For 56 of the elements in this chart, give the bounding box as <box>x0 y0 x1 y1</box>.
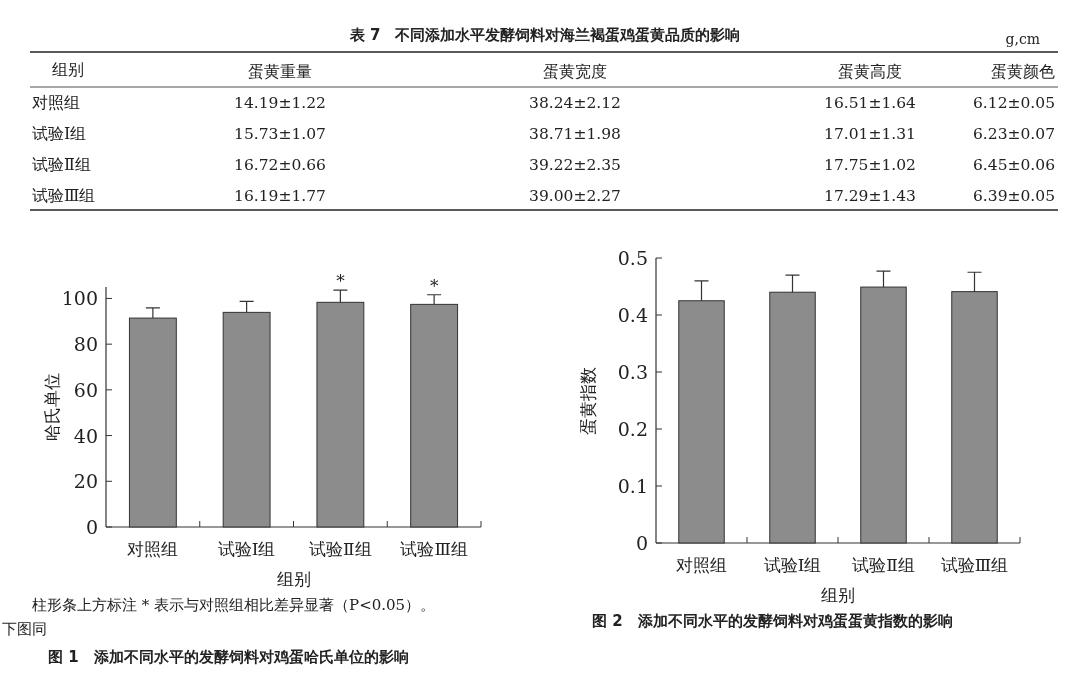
category-label: 试验Ⅰ组 <box>32 124 87 143</box>
text: 16.72±0.66 <box>234 156 326 174</box>
text: 38.24±2.12 <box>529 94 621 112</box>
text: 39.22±2.35 <box>529 156 621 174</box>
annotation: * <box>429 275 439 296</box>
category-label: 蛋黄宽度 <box>543 62 607 81</box>
x-tick-label: 对照组 <box>676 555 727 575</box>
category-label: 蛋黄颜色 <box>991 62 1055 81</box>
y-tick-label: 0.2 <box>617 418 648 440</box>
category-label: 蛋黄高度 <box>838 62 902 81</box>
text: 17.75±1.02 <box>824 156 916 174</box>
annotation: * <box>336 271 346 292</box>
y-tick-label: 100 <box>61 287 98 310</box>
x-tick-label: 试验Ⅰ组 <box>217 539 276 559</box>
y-axis-title: 蛋黄指数 <box>578 366 598 435</box>
y-tick-label: 0 <box>85 516 98 538</box>
x-tick-label: 试验Ⅱ组 <box>852 555 915 575</box>
text: 17.29±1.43 <box>824 187 916 205</box>
x-tick-label: 试验Ⅰ组 <box>763 555 822 575</box>
text: 17.01±1.31 <box>824 125 916 143</box>
x-tick-label: 试验Ⅱ组 <box>309 539 372 559</box>
x-axis-title: 组别 <box>821 585 855 605</box>
text: 图 2 添加不同水平的发酵饲料对鸡蛋蛋黄指数的影响 <box>592 612 953 631</box>
text: 14.19±1.22 <box>234 94 326 112</box>
text: 图 1 添加不同水平的发酵饲料对鸡蛋哈氏单位的影响 <box>48 648 409 667</box>
text: 6.39±0.05 <box>972 187 1055 205</box>
y-tick-label: 40 <box>73 424 98 447</box>
x-tick-label: 对照组 <box>127 539 179 559</box>
category-label: 试验Ⅲ组 <box>32 186 96 205</box>
x-axis-title: 组别 <box>276 569 311 589</box>
category-label: 蛋黄重量 <box>248 62 312 81</box>
category-label: 对照组 <box>32 93 80 112</box>
y-tick-label: 20 <box>73 470 98 493</box>
text: 6.12±0.05 <box>972 94 1055 112</box>
y-tick-label: 0.3 <box>617 361 648 383</box>
y-tick-label: 0.4 <box>617 304 648 326</box>
text: 6.23±0.07 <box>972 125 1055 143</box>
text: 16.51±1.64 <box>824 94 916 112</box>
text: 39.00±2.27 <box>529 187 621 205</box>
text: 6.45±0.06 <box>972 156 1055 174</box>
text: g,cm <box>1005 31 1040 47</box>
category-label: 试验Ⅱ组 <box>32 155 91 174</box>
y-tick-label: 80 <box>73 333 98 356</box>
text: 组别 <box>52 60 84 79</box>
y-tick-label: 60 <box>73 378 98 401</box>
x-tick-label: 试验Ⅲ组 <box>400 539 468 559</box>
text: 16.19±1.77 <box>234 187 326 205</box>
x-tick-label: 试验Ⅲ组 <box>940 555 1009 575</box>
y-axis-title: 哈氏单位 <box>42 373 62 441</box>
y-tick-label: 0.5 <box>617 247 648 269</box>
text: 15.73±1.07 <box>234 125 326 143</box>
text: 柱形条上方标注 * 表示与对照组相比差异显著（P<0.05）。下图同 <box>2 595 437 640</box>
text: 表 7 不同添加水平发酵饲料对海兰褐蛋鸡蛋黄品质的影响 <box>348 26 741 44</box>
y-tick-label: 0.1 <box>617 475 648 497</box>
text: 38.71±1.98 <box>529 125 621 143</box>
y-tick-label: 0 <box>635 532 648 554</box>
